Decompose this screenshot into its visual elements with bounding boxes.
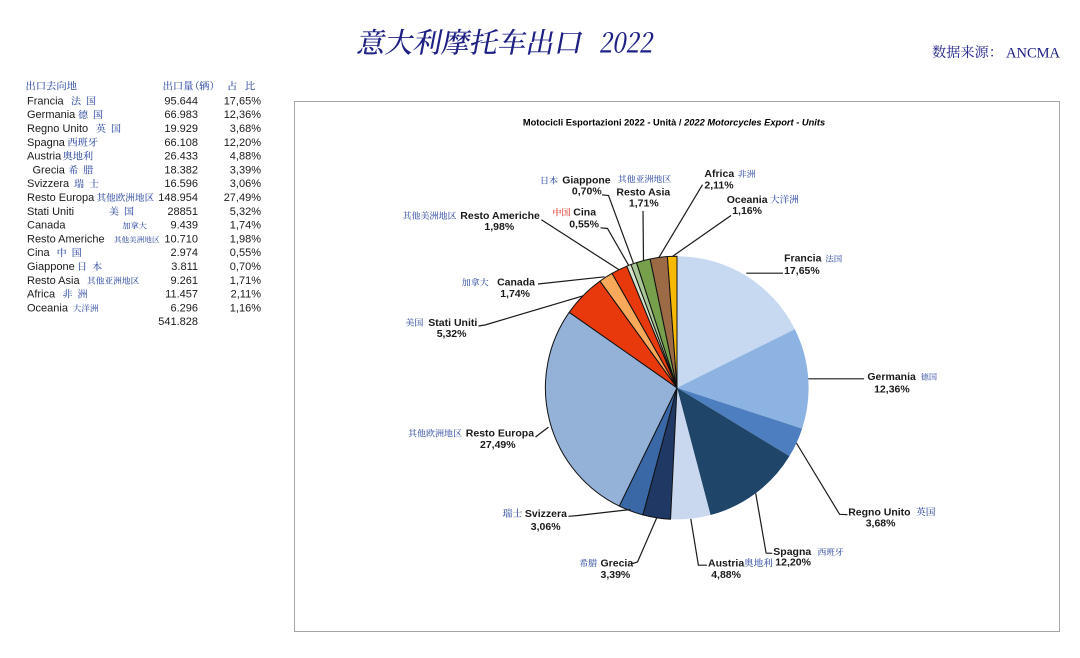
svg-text:Resto Europa: Resto Europa	[466, 428, 534, 440]
svg-text:66.108: 66.108	[164, 137, 198, 149]
svg-text:541.828: 541.828	[158, 316, 198, 328]
svg-text:3,06%: 3,06%	[230, 178, 261, 190]
svg-text:26.433: 26.433	[164, 151, 198, 163]
svg-text:1,74%: 1,74%	[230, 220, 261, 232]
svg-text:1,71%: 1,71%	[230, 275, 261, 287]
svg-text:Resto Europa: Resto Europa	[27, 192, 95, 204]
svg-text:Motocicli Esportazioni 2022 -: Motocicli Esportazioni 2022 - Unità / 20…	[523, 117, 825, 127]
svg-text:5,32%: 5,32%	[437, 328, 467, 340]
svg-text:Stati Uniti: Stati Uniti	[27, 206, 74, 218]
svg-text:Resto Asia: Resto Asia	[616, 187, 670, 199]
svg-text:2,11%: 2,11%	[231, 289, 262, 301]
svg-text:3,68%: 3,68%	[866, 518, 896, 530]
svg-text:Stati Uniti: Stati Uniti	[428, 317, 477, 329]
svg-text:27,49%: 27,49%	[480, 439, 516, 451]
svg-text:10.710: 10.710	[164, 233, 198, 245]
svg-text:Germania: Germania	[27, 109, 76, 121]
svg-text:18.382: 18.382	[164, 164, 198, 176]
svg-text:27,49%: 27,49%	[224, 192, 262, 204]
svg-text:5,32%: 5,32%	[230, 206, 261, 218]
svg-text:95.644: 95.644	[164, 95, 198, 107]
svg-text:0,55%: 0,55%	[569, 219, 599, 231]
svg-text:Francia: Francia	[27, 95, 65, 107]
svg-text:3,39%: 3,39%	[230, 164, 261, 176]
svg-text:Cina: Cina	[27, 247, 51, 259]
svg-text:1,71%: 1,71%	[629, 197, 659, 209]
svg-text:Grecia: Grecia	[601, 557, 634, 569]
svg-text:0,55%: 0,55%	[230, 247, 261, 259]
svg-text:Resto Asia: Resto Asia	[27, 275, 80, 287]
svg-text:16.596: 16.596	[164, 178, 198, 190]
svg-text:0,70%: 0,70%	[572, 186, 602, 198]
svg-text:2.974: 2.974	[170, 247, 198, 259]
svg-text:4,88%: 4,88%	[711, 569, 741, 581]
svg-text:2,11%: 2,11%	[704, 179, 734, 191]
svg-text:1,16%: 1,16%	[230, 302, 261, 314]
svg-text:Francia: Francia	[784, 253, 822, 265]
svg-text:4,88%: 4,88%	[230, 151, 261, 163]
svg-text:Canada: Canada	[27, 220, 66, 232]
svg-text:Svizzera: Svizzera	[27, 178, 70, 190]
svg-text:Regno Unito: Regno Unito	[27, 123, 88, 135]
svg-text:1,98%: 1,98%	[230, 233, 261, 245]
svg-text:Germania: Germania	[867, 371, 916, 383]
svg-text:1,98%: 1,98%	[484, 221, 514, 233]
svg-text:148.954: 148.954	[158, 192, 198, 204]
svg-text:Giappone: Giappone	[27, 261, 75, 273]
svg-text:12,36%: 12,36%	[224, 109, 262, 121]
svg-text:Austria: Austria	[708, 557, 744, 569]
svg-text:12,20%: 12,20%	[775, 557, 811, 569]
svg-text:6.296: 6.296	[170, 302, 198, 314]
svg-text:9.261: 9.261	[170, 275, 198, 287]
svg-text:12,20%: 12,20%	[224, 137, 262, 149]
svg-text:Canada: Canada	[497, 277, 535, 289]
svg-text:66.983: 66.983	[164, 109, 198, 121]
svg-text:Africa: Africa	[27, 289, 56, 301]
svg-text:ANCMA: ANCMA	[1006, 45, 1061, 61]
svg-text:3,06%: 3,06%	[531, 521, 561, 533]
svg-text:Spagna: Spagna	[773, 546, 811, 558]
svg-text:Regno Unito: Regno Unito	[848, 506, 910, 518]
svg-text:Oceania: Oceania	[27, 302, 69, 314]
svg-text:12,36%: 12,36%	[874, 383, 910, 395]
svg-text:3,68%: 3,68%	[230, 123, 261, 135]
svg-text:17,65%: 17,65%	[224, 95, 262, 107]
svg-text:11.457: 11.457	[165, 289, 198, 301]
svg-text:3,39%: 3,39%	[601, 569, 631, 581]
svg-text:17,65%: 17,65%	[784, 265, 820, 277]
svg-text:28851: 28851	[167, 206, 198, 218]
svg-text:1,74%: 1,74%	[500, 288, 530, 300]
svg-text:Cina: Cina	[573, 207, 596, 219]
svg-text:Grecia: Grecia	[33, 164, 66, 176]
svg-text:Oceania: Oceania	[727, 194, 768, 206]
svg-text:1,16%: 1,16%	[732, 205, 762, 217]
svg-text:0,70%: 0,70%	[230, 261, 261, 273]
svg-text:9.439: 9.439	[170, 220, 198, 232]
svg-text:Africa: Africa	[704, 168, 734, 180]
svg-text:Resto Americhe: Resto Americhe	[27, 233, 105, 245]
svg-text:Spagna: Spagna	[27, 137, 66, 149]
svg-text:Resto Americhe: Resto Americhe	[460, 210, 540, 222]
svg-text:Giappone: Giappone	[562, 175, 611, 187]
svg-text:Svizzera: Svizzera	[525, 508, 567, 520]
svg-text:19.929: 19.929	[164, 123, 198, 135]
svg-text:Austria: Austria	[27, 151, 62, 163]
svg-text:3.811: 3.811	[171, 261, 198, 273]
